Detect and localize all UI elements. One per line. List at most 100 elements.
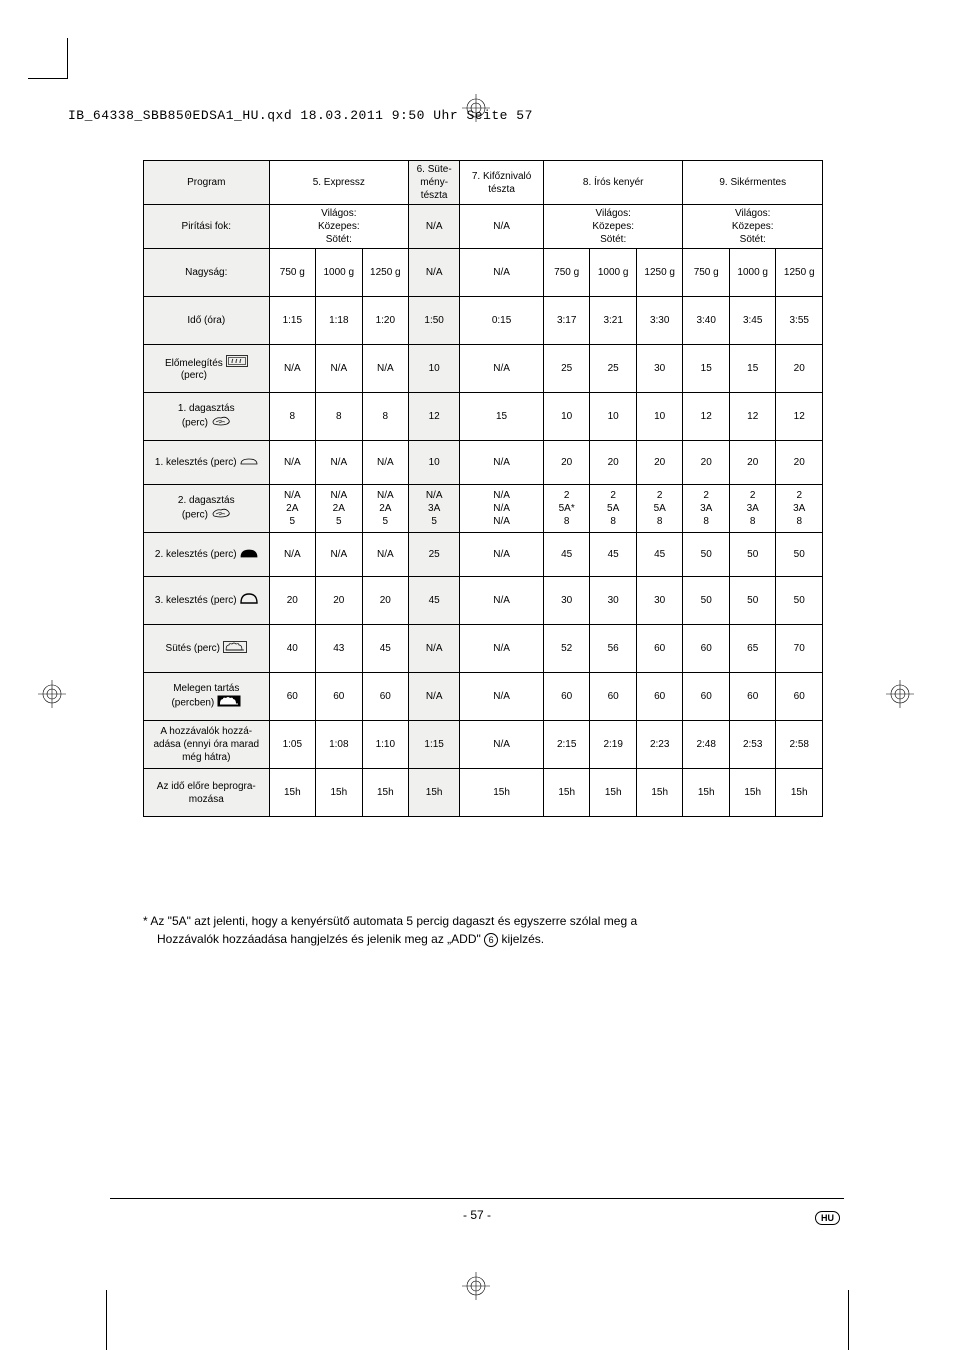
heat-icon <box>226 355 248 371</box>
cell: 15 <box>683 345 730 393</box>
rise-icon <box>240 593 258 608</box>
cell: 1:50 <box>409 297 460 345</box>
cell: N/A 2A 5 <box>362 485 409 533</box>
header-p9: 9. Sikérmentes <box>683 161 823 205</box>
cell: 2 3A 8 <box>683 485 730 533</box>
cell: 50 <box>683 577 730 625</box>
cell: 3:45 <box>729 297 776 345</box>
cell: 20 <box>776 345 823 393</box>
cell: N/A <box>460 721 544 769</box>
label-add: A hozzávalók hozzá- adása (ennyi óra mar… <box>144 721 270 769</box>
cell: 45 <box>543 533 590 577</box>
cell: 25 <box>409 533 460 577</box>
cell: 60 <box>269 673 316 721</box>
cell: 60 <box>636 673 683 721</box>
cell: 15h <box>776 769 823 817</box>
footer-rule <box>110 1198 844 1199</box>
text: Sütés (perc) <box>166 642 220 655</box>
header-program: Program <box>144 161 270 205</box>
footnote: * Az "5A" azt jelenti, hogy a kenyérsütő… <box>143 912 823 948</box>
header-p5: 5. Expressz <box>269 161 409 205</box>
footnote-line2a: Hozzávalók hozzáadása hangjelzés és jele… <box>157 932 484 946</box>
cell: N/A N/A N/A <box>460 485 544 533</box>
cell: 3:55 <box>776 297 823 345</box>
cell: 1:15 <box>409 721 460 769</box>
crop-mark-bottom-right <box>848 1290 849 1350</box>
cell: 30 <box>543 577 590 625</box>
warm-icon <box>217 695 241 711</box>
label-preheat: Előmelegítés (perc) <box>144 345 270 393</box>
label-warm: Melegen tartás (percben) <box>144 673 270 721</box>
text: 3. kelesztés (perc) <box>155 594 237 607</box>
text: 1. kelesztés (perc) <box>155 456 237 469</box>
cell: 20 <box>636 441 683 485</box>
cell: 20 <box>543 441 590 485</box>
cell: 10 <box>543 393 590 441</box>
cell: 10 <box>636 393 683 441</box>
text: Előmelegítés (perc) <box>165 358 223 382</box>
label-size: Nagyság: <box>144 249 270 297</box>
cell: 750 g <box>683 249 730 297</box>
cell: 60 <box>590 673 637 721</box>
cell: 15h <box>590 769 637 817</box>
cell: 1:08 <box>316 721 363 769</box>
cell: 50 <box>729 533 776 577</box>
cell: 50 <box>729 577 776 625</box>
cell: 1:18 <box>316 297 363 345</box>
cell: 1:05 <box>269 721 316 769</box>
cell: 20 <box>683 441 730 485</box>
cell: N/A <box>460 441 544 485</box>
cell: 750 g <box>269 249 316 297</box>
cell: 20 <box>590 441 637 485</box>
cell: 20 <box>729 441 776 485</box>
label-rise1: 1. kelesztés (perc) <box>144 441 270 485</box>
cell: Világos: Közepes: Sötét: <box>543 205 683 249</box>
label-rise3: 3. kelesztés (perc) <box>144 577 270 625</box>
header-p7: 7. Kifőznivaló tészta <box>460 161 544 205</box>
knead-icon <box>211 507 231 523</box>
cell: 15h <box>729 769 776 817</box>
cell: 20 <box>316 577 363 625</box>
cell: 750 g <box>543 249 590 297</box>
cell: 1:20 <box>362 297 409 345</box>
cell: 65 <box>729 625 776 673</box>
cell: 3:30 <box>636 297 683 345</box>
cell: 2:58 <box>776 721 823 769</box>
cell: 2:53 <box>729 721 776 769</box>
cell: 30 <box>590 577 637 625</box>
language-badge: HU <box>815 1211 840 1225</box>
cell: N/A <box>316 345 363 393</box>
cell: 2 3A 8 <box>729 485 776 533</box>
page-number: - 57 - <box>0 1208 954 1222</box>
cell: 20 <box>362 577 409 625</box>
cell: 40 <box>269 625 316 673</box>
bake-icon <box>223 641 247 657</box>
cell: 70 <box>776 625 823 673</box>
cell: 60 <box>729 673 776 721</box>
circled-number-icon: 6 <box>484 933 498 947</box>
cell: Világos: Közepes: Sötét: <box>269 205 409 249</box>
cell: 2 5A 8 <box>590 485 637 533</box>
cell: 12 <box>409 393 460 441</box>
cell: 8 <box>362 393 409 441</box>
registration-mark-icon <box>38 680 66 708</box>
label-time: Idő (óra) <box>144 297 270 345</box>
cell: Világos: Közepes: Sötét: <box>683 205 823 249</box>
header-p8: 8. Írós kenyér <box>543 161 683 205</box>
footnote-line1: * Az "5A" azt jelenti, hogy a kenyérsütő… <box>143 914 637 928</box>
cell: 0:15 <box>460 297 544 345</box>
cell: 60 <box>636 625 683 673</box>
cell: 60 <box>683 625 730 673</box>
cell: 1:10 <box>362 721 409 769</box>
cell: 50 <box>683 533 730 577</box>
knead-icon <box>211 415 231 431</box>
cell: 50 <box>776 533 823 577</box>
cell: 60 <box>316 673 363 721</box>
cell: N/A <box>362 533 409 577</box>
cell: 2:19 <box>590 721 637 769</box>
cell: 2:48 <box>683 721 730 769</box>
cell: 15h <box>409 769 460 817</box>
cell: 1000 g <box>316 249 363 297</box>
cell: 43 <box>316 625 363 673</box>
rise-icon <box>240 548 258 562</box>
